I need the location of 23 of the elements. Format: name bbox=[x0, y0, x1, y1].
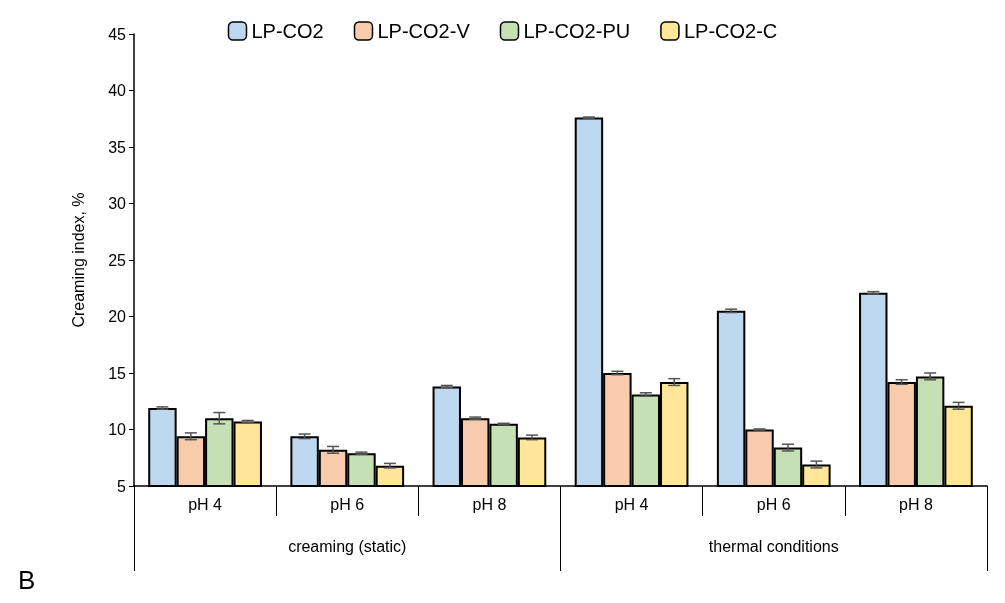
x-tick-label: pH 8 bbox=[899, 495, 933, 513]
legend-label: LP-CO2-C bbox=[683, 20, 778, 42]
x-tick-label: pH 8 bbox=[472, 495, 507, 513]
x-tick-label: pH 4 bbox=[188, 495, 223, 513]
y-tick-label: 30 bbox=[108, 195, 127, 212]
y-tick-label: 15 bbox=[108, 364, 127, 382]
legend-label: LP-CO2-V bbox=[377, 20, 471, 42]
y-tick-label: 10 bbox=[108, 421, 127, 438]
text: B bbox=[18, 565, 36, 595]
y-tick-label: 40 bbox=[108, 82, 127, 99]
x-tick-label: pH 6 bbox=[330, 495, 365, 513]
text: creaming (static) bbox=[288, 537, 407, 555]
y-tick-label: 25 bbox=[108, 251, 127, 269]
y-tick-label: 45 bbox=[108, 25, 127, 43]
y-tick-label: 20 bbox=[108, 308, 127, 325]
legend-label: LP-CO2-PU bbox=[523, 20, 631, 42]
text: thermal conditions bbox=[708, 537, 839, 555]
legend-label: LP-CO2 bbox=[251, 20, 324, 42]
x-tick-label: pH 4 bbox=[614, 495, 649, 513]
x-tick-label: pH 6 bbox=[756, 495, 791, 513]
y-tick-label: 5 bbox=[117, 477, 127, 495]
y-axis-title: Creaming index, % bbox=[69, 192, 87, 328]
y-tick-label: 35 bbox=[108, 138, 127, 156]
